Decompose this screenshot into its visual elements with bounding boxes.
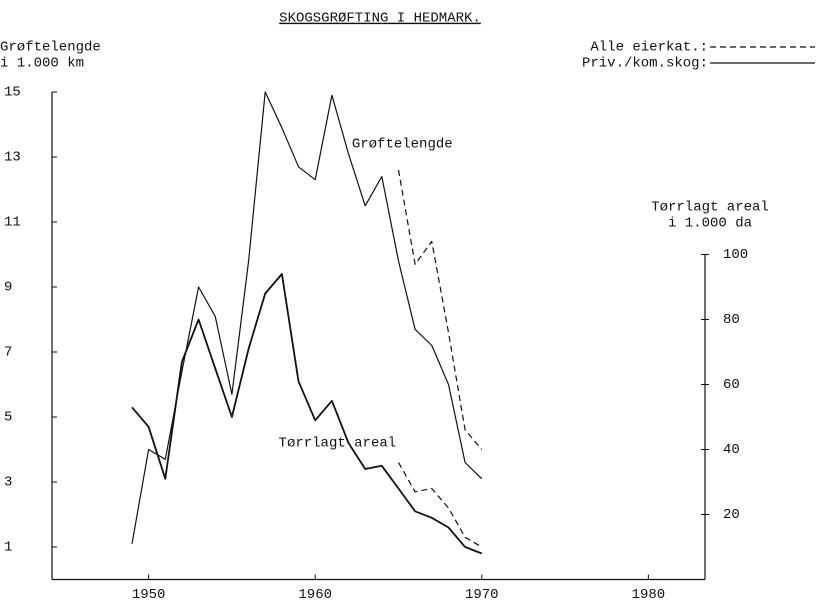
y-tick-label: 15 xyxy=(4,85,21,101)
y-tick-label: 7 xyxy=(4,345,12,361)
y2-tick-label: 60 xyxy=(723,377,740,393)
y2-axis-label: i 1.000 da xyxy=(668,216,752,232)
legend-label: Alle eierkat.: xyxy=(590,40,708,56)
y2-tick-label: 20 xyxy=(723,507,740,523)
annotation: Tørrlagt areal xyxy=(279,436,397,452)
y-tick-label: 5 xyxy=(4,410,12,426)
y-tick-label: 13 xyxy=(4,150,21,166)
y-tick-label: 9 xyxy=(4,280,12,296)
x-tick-label: 1970 xyxy=(465,587,499,603)
legend-label: Priv./kom.skog: xyxy=(582,56,708,72)
y2-tick-label: 100 xyxy=(723,247,748,263)
series-line xyxy=(131,91,483,544)
y2-tick-label: 80 xyxy=(723,312,740,328)
y2-axis-label: Tørrlagt areal xyxy=(651,200,769,216)
y-tick-label: 1 xyxy=(4,540,12,556)
x-tick-label: 1980 xyxy=(632,587,666,603)
series-line xyxy=(131,273,483,555)
x-tick-label: 1960 xyxy=(298,587,332,603)
y-axis-label: Grøftelengde xyxy=(0,40,101,56)
series-line xyxy=(397,169,483,450)
y-axis-label: i 1.000 km xyxy=(0,56,84,72)
y-tick-label: 11 xyxy=(4,215,21,231)
y-tick-label: 3 xyxy=(4,475,12,491)
x-tick-label: 1950 xyxy=(132,587,166,603)
y2-tick-label: 40 xyxy=(723,442,740,458)
annotation: Grøftelengde xyxy=(352,137,453,153)
series-line xyxy=(397,462,483,548)
chart-title: SKOGSGRØFTING I HEDMARK. xyxy=(279,11,481,27)
